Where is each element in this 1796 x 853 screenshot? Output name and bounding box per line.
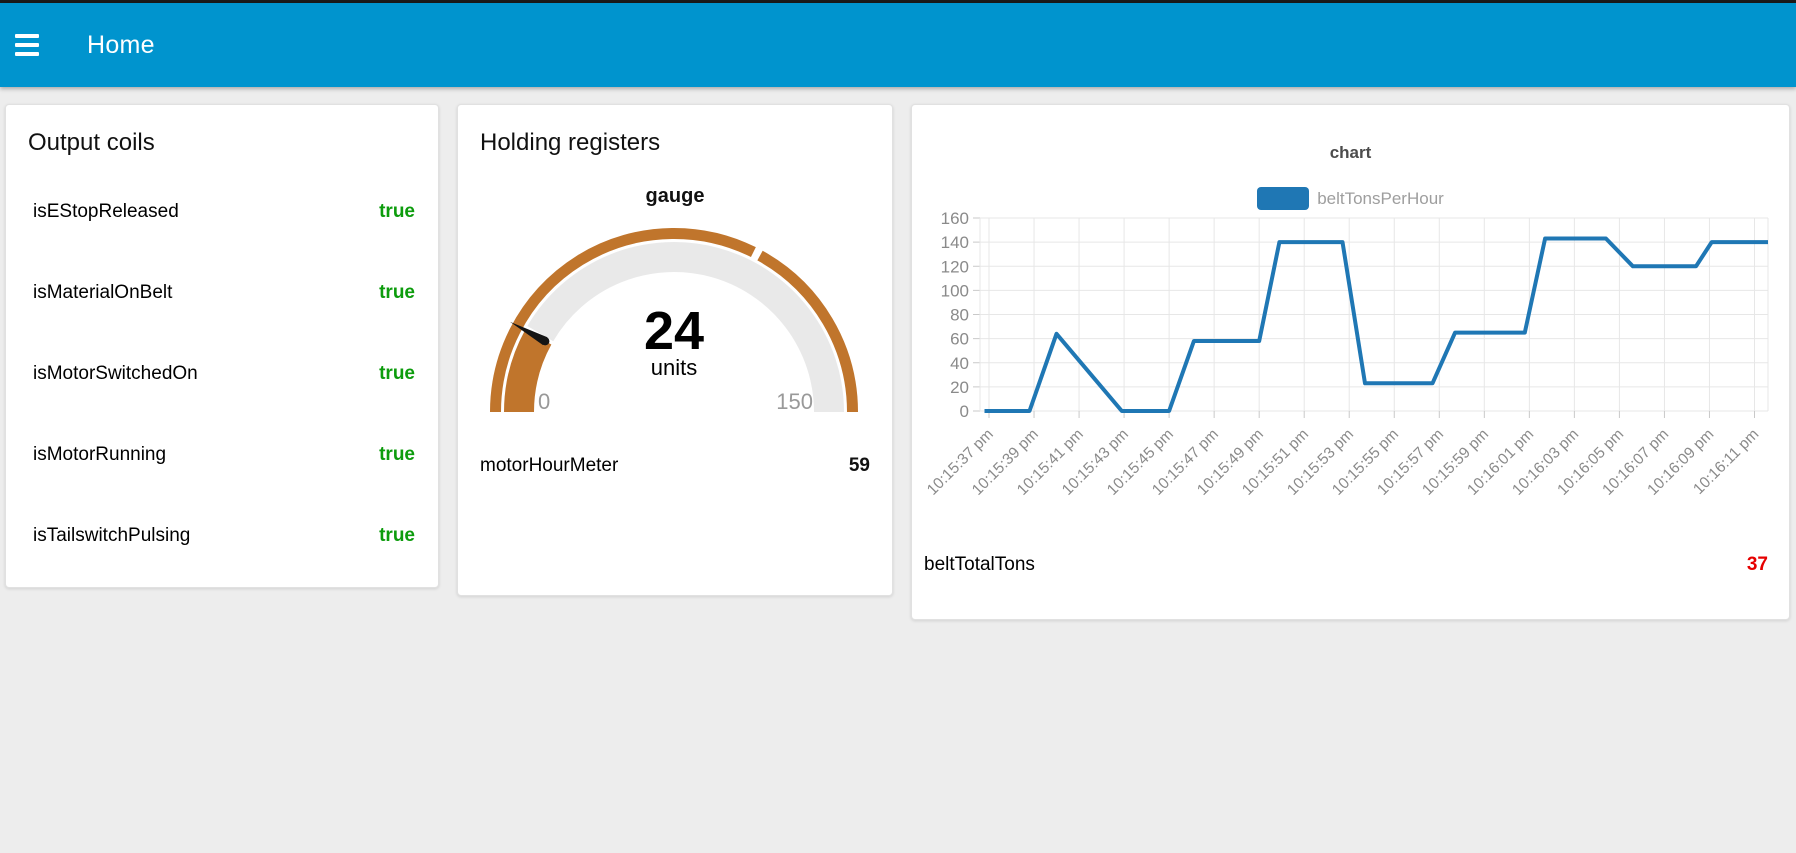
coil-label: isEStopReleased (33, 201, 179, 222)
coil-value: true (379, 525, 415, 546)
svg-text:10:15:57 pm: 10:15:57 pm (1374, 426, 1447, 499)
coil-label: isMaterialOnBelt (33, 282, 173, 303)
gauge-max-label: 150 (776, 389, 813, 414)
svg-text:80: 80 (950, 306, 969, 325)
svg-text:10:15:49 pm: 10:15:49 pm (1194, 426, 1267, 499)
svg-text:10:15:45 pm: 10:15:45 pm (1104, 426, 1177, 499)
svg-text:10:16:09 pm: 10:16:09 pm (1644, 426, 1717, 499)
coil-row-ismotorswitchedon: isMotorSwitchedOn true (33, 362, 415, 386)
svg-text:10:15:55 pm: 10:15:55 pm (1329, 426, 1402, 499)
holding-registers-card: Holding registers gauge 24 units 0 150 m… (457, 104, 893, 596)
chart-card: chart beltTonsPerHour 0 20 40 60 80 100 120 140… (911, 104, 1790, 620)
svg-text:10:15:39 pm: 10:15:39 pm (969, 426, 1042, 499)
svg-text:100: 100 (941, 281, 969, 300)
output-coils-card: Output coils isEStopReleased true isMate… (5, 104, 439, 588)
svg-text:10:15:53 pm: 10:15:53 pm (1284, 426, 1357, 499)
svg-text:40: 40 (950, 354, 969, 373)
gauge-units: units (651, 355, 697, 380)
svg-text:10:15:37 pm: 10:15:37 pm (924, 426, 997, 499)
window-top-strip (0, 0, 1796, 3)
gauge-outer-ring-segment (757, 250, 858, 413)
gauge-needle (510, 321, 548, 346)
chart-title: chart (1329, 143, 1372, 162)
chart-row-belttotaltons: beltTotalTons 37 (924, 553, 1768, 577)
coil-label: isMotorRunning (33, 444, 167, 465)
belt-total-label: beltTotalTons (924, 554, 1035, 575)
svg-text:160: 160 (941, 209, 969, 228)
gauge-outer-ring-segment (490, 228, 756, 413)
card-title: Output coils (28, 129, 155, 156)
svg-text:10:15:41 pm: 10:15:41 pm (1014, 426, 1087, 499)
gauge-widget: 24 units 0 150 (490, 228, 858, 414)
coil-row-ismaterialonbelt: isMaterialOnBelt true (33, 281, 415, 305)
coil-value: true (379, 201, 415, 222)
gauge-min-label: 0 (538, 389, 550, 414)
chart-series-line (984, 236, 1768, 413)
svg-text:60: 60 (950, 330, 969, 349)
coil-value: true (379, 363, 415, 384)
legend-label: beltTonsPerHour (1317, 188, 1444, 208)
gauge-widget-label: gauge (645, 185, 705, 207)
card-title: Holding registers (480, 129, 661, 156)
app-header: Home (0, 3, 1796, 87)
legend-swatch-belttonsperhour (1257, 187, 1310, 210)
gauge-track-arc (527, 242, 844, 413)
register-value: 59 (848, 455, 870, 476)
svg-text:10:16:03 pm: 10:16:03 pm (1509, 426, 1582, 499)
svg-text:10:16:07 pm: 10:16:07 pm (1599, 426, 1672, 499)
register-row-motorhourmeter: motorHourMeter 59 (480, 454, 870, 478)
coil-value: true (379, 282, 415, 303)
belt-total-value: 37 (1746, 554, 1768, 575)
menu-hamburger-icon[interactable] (15, 22, 61, 68)
svg-text:10:15:47 pm: 10:15:47 pm (1149, 426, 1222, 499)
svg-text:10:16:05 pm: 10:16:05 pm (1554, 426, 1627, 499)
coil-row-isestopreleased: isEStopReleased true (33, 200, 415, 224)
coil-value: true (379, 444, 415, 465)
gauge-value-arc (504, 330, 552, 413)
svg-text:0: 0 (960, 402, 969, 421)
gauge-needle-hub (541, 337, 550, 346)
coil-row-ismotorrunning: isMotorRunning true (33, 443, 415, 467)
chart-gridlines (973, 217, 1769, 418)
svg-text:140: 140 (941, 233, 969, 252)
coil-row-istailswitchpulsing: isTailswitchPulsing true (33, 524, 415, 548)
svg-text:20: 20 (950, 378, 969, 397)
svg-text:10:15:59 pm: 10:15:59 pm (1419, 426, 1492, 499)
svg-text:10:16:11 pm: 10:16:11 pm (1690, 426, 1762, 498)
line-chart-belttonsperhour[interactable]: 0 20 40 60 80 100 120 140 160 10:15:37 pm10:15:3… (912, 105, 1791, 621)
chart-legend: beltTonsPerHour (912, 187, 1789, 210)
gauge-value: 24 (644, 301, 704, 361)
page-title: Home (87, 30, 155, 59)
chart-y-axis-labels: 0 20 40 60 80 100 120 140 160 (941, 209, 969, 421)
coil-label: isTailswitchPulsing (33, 525, 191, 546)
svg-text:10:15:43 pm: 10:15:43 pm (1059, 426, 1132, 499)
svg-text:120: 120 (941, 257, 969, 276)
coil-label: isMotorSwitchedOn (33, 363, 198, 384)
svg-text:10:15:51 pm: 10:15:51 pm (1239, 426, 1312, 499)
register-label: motorHourMeter (480, 455, 619, 476)
svg-text:10:16:01 pm: 10:16:01 pm (1464, 426, 1537, 499)
